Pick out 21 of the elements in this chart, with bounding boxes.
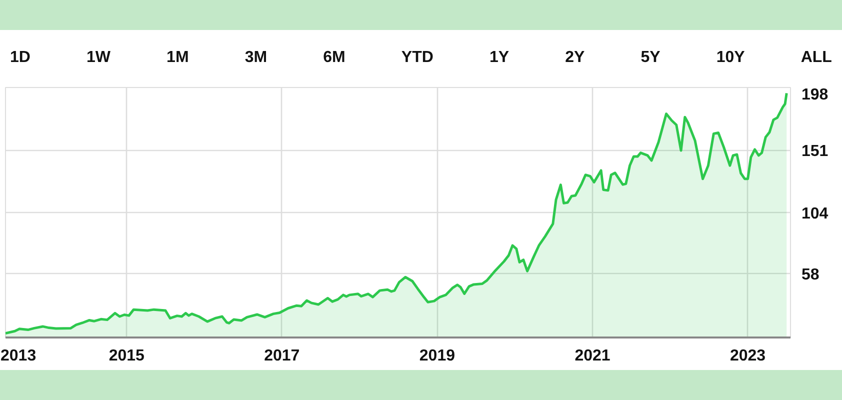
x-tick-label: 2021 <box>574 348 610 364</box>
y-tick-label: 198 <box>802 86 828 104</box>
text: 3M <box>244 48 268 68</box>
x-tick-label: 2015 <box>108 348 145 364</box>
text: 1D <box>9 48 32 68</box>
x-tick-label: 2013 <box>0 348 36 364</box>
text: ALL <box>800 48 833 68</box>
text: 1W <box>86 48 112 68</box>
y-tick-label: 151 <box>802 143 828 160</box>
text: YTD <box>400 48 434 68</box>
text: 1Y <box>488 48 510 68</box>
x-tick-label: 2023 <box>730 348 766 364</box>
text: 2Y <box>564 48 586 68</box>
x-tick-label: 2017 <box>264 348 300 364</box>
y-tick-label: 58 <box>802 266 820 284</box>
text: 6M <box>322 48 346 68</box>
text: 10Y <box>715 48 746 68</box>
text: 5Y <box>640 48 662 68</box>
text: 1M <box>166 48 190 68</box>
y-tick-label: 104 <box>802 206 828 222</box>
x-tick-label: 2019 <box>419 348 456 364</box>
